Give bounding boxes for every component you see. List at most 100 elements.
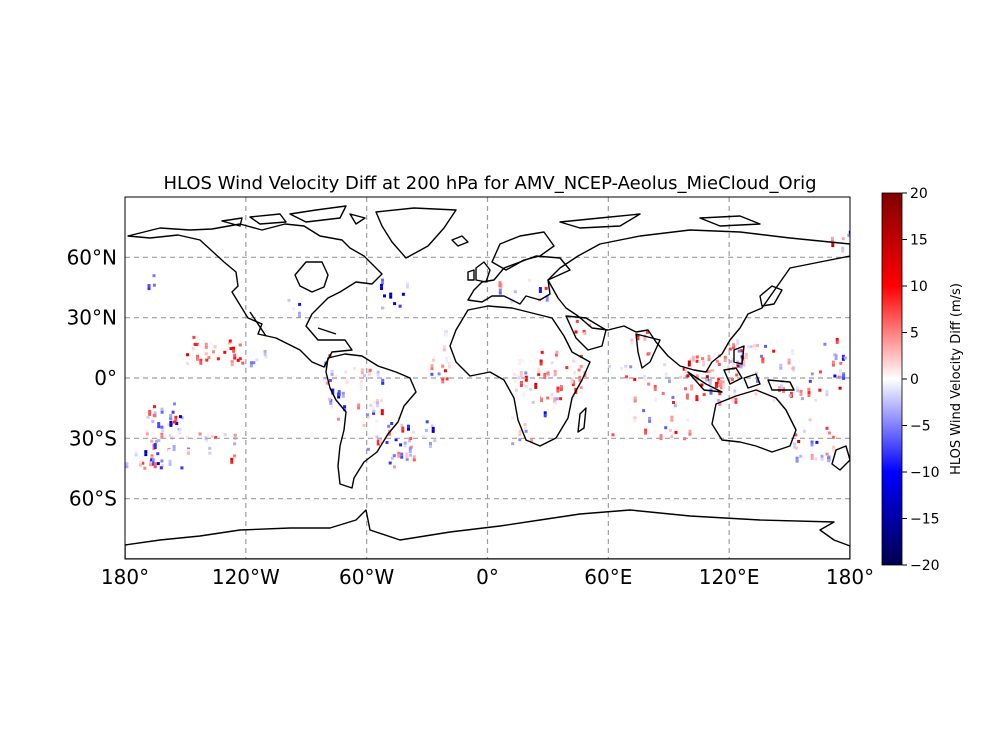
wind-diff-cell [701, 357, 704, 361]
wind-diff-cell [642, 377, 646, 381]
wind-diff-cell [795, 456, 799, 460]
wind-diff-cell [232, 349, 236, 353]
wind-diff-cell [653, 387, 657, 391]
wind-diff-cell [727, 364, 731, 368]
wind-diff-cell [555, 397, 559, 401]
lon-tick-label: 60°W [339, 565, 394, 589]
wind-diff-cell [841, 249, 845, 253]
map-title: HLOS Wind Velocity Diff at 200 hPa for A… [163, 173, 816, 194]
wind-diff-cell [810, 440, 814, 444]
wind-diff-cell [156, 452, 160, 456]
wind-diff-cell [263, 349, 267, 353]
wind-diff-cell [230, 460, 234, 464]
wind-diff-cell [223, 433, 227, 437]
wind-diff-cell [761, 357, 765, 361]
wind-diff-cell [802, 426, 806, 430]
wind-diff-cell [204, 440, 208, 444]
wind-diff-cell [524, 429, 528, 433]
wind-diff-cell [228, 339, 232, 343]
wind-diff-cell [641, 368, 645, 372]
wind-diff-cell [839, 378, 843, 382]
wind-diff-cell [654, 398, 657, 402]
wind-diff-cell [325, 381, 329, 385]
wind-diff-cell [172, 448, 176, 452]
wind-diff-cell [842, 376, 846, 380]
wind-diff-cell [691, 358, 695, 362]
wind-diff-cell [841, 246, 845, 250]
wind-diff-cell [172, 445, 176, 448]
wind-diff-cell [732, 346, 736, 350]
wind-diff-cell [736, 339, 740, 343]
wind-diff-cell [359, 386, 363, 390]
wind-diff-cell [368, 368, 372, 372]
wind-diff-cell [328, 379, 332, 382]
coast-madagascar [577, 407, 587, 433]
coast-british-isles [467, 261, 491, 283]
latitude-ticks: 60°N 30°N 0° 30°S 60°S [67, 245, 117, 510]
coast-baja [249, 311, 267, 337]
wind-diff-cell [559, 385, 563, 388]
map-frame [124, 196, 851, 560]
wind-diff-cell [529, 387, 533, 391]
wind-diff-cell [432, 355, 436, 359]
colorbar-tick-label: −5 [910, 419, 931, 435]
wind-diff-cell [832, 448, 835, 452]
wind-diff-cell [538, 290, 542, 293]
wind-diff-cell [733, 392, 737, 396]
wind-diff-cell [511, 442, 515, 446]
wind-diff-cell [573, 374, 577, 377]
wind-diff-cell [345, 380, 349, 384]
wind-diff-cell [233, 454, 237, 458]
colorbar-label: HLOS Wind Velocity Diff (m/s) [949, 283, 964, 475]
wind-diff-cell [579, 386, 583, 390]
wind-diff-cell [625, 375, 628, 379]
wind-diff-cell [695, 355, 699, 359]
wind-diff-cell [369, 403, 373, 407]
wind-diff-cell [642, 409, 646, 413]
wind-diff-cell [403, 444, 407, 448]
wind-diff-cell [522, 392, 526, 396]
wind-diff-cell [341, 391, 345, 395]
wind-diff-cell [207, 356, 211, 359]
wind-diff-cell [209, 344, 213, 348]
wind-diff-cell [381, 378, 385, 382]
wind-diff-cell [233, 433, 237, 437]
wind-diff-cell [498, 291, 502, 295]
wind-diff-cell [385, 441, 389, 444]
wind-diff-cell [793, 445, 797, 449]
wind-diff-cell [498, 284, 502, 288]
wind-diff-cell [429, 442, 432, 445]
wind-diff-cell [147, 287, 151, 291]
wind-diff-cell [232, 346, 236, 350]
wind-diff-cell [833, 374, 837, 378]
wind-diff-cell [149, 463, 153, 467]
wind-diff-cell [715, 381, 718, 385]
wind-diff-cell [755, 371, 758, 375]
wind-diff-cell [255, 358, 259, 362]
wind-diff-cell [431, 426, 435, 430]
wind-diff-cell [779, 363, 783, 367]
wind-diff-cell [519, 371, 523, 374]
wind-diff-cell [376, 439, 380, 443]
wind-diff-cell [357, 406, 361, 410]
wind-diff-cell [684, 370, 688, 374]
wind-diff-cell [206, 431, 210, 435]
wind-diff-cell [674, 430, 678, 434]
wind-diff-cell [233, 353, 237, 357]
wind-diff-cell [607, 368, 611, 372]
wind-diff-cell [780, 387, 784, 391]
wind-diff-cell [644, 428, 648, 432]
wind-diff-cell [807, 394, 811, 397]
coast-scandinavia [491, 231, 555, 271]
wind-diff-cell [431, 429, 435, 433]
wind-diff-cell [330, 372, 334, 376]
wind-diff-cell [702, 360, 706, 364]
wind-diff-cell [572, 356, 576, 360]
wind-diff-cell [445, 377, 449, 381]
wind-diff-cell [163, 462, 167, 466]
wind-diff-cell [582, 329, 586, 333]
colorbar-ticks: 20 15 10 5 0 −5 −10 −15 −20 [902, 186, 940, 574]
wind-diff-cell [195, 343, 199, 347]
coast-indonesia [687, 345, 795, 393]
